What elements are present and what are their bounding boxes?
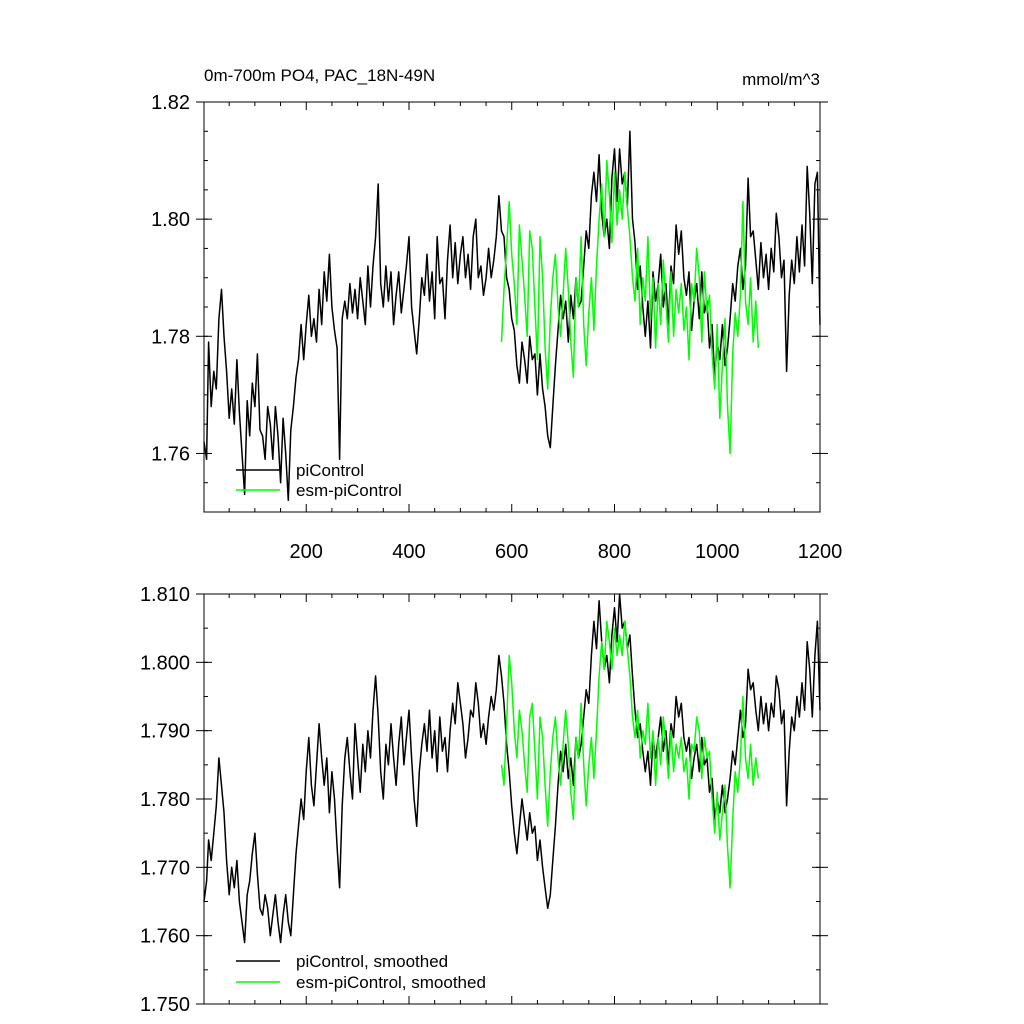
legend-label: piControl, smoothed — [296, 952, 448, 971]
y-tick-label: 1.810 — [140, 584, 190, 606]
y-tick-label: 1.82 — [151, 92, 190, 114]
x-tick-label: 600 — [495, 541, 528, 563]
legend-label: esm-piControl, smoothed — [296, 973, 486, 992]
x-tick-label: 400 — [392, 541, 425, 563]
series-line-picontrol — [203, 593, 821, 944]
y-tick-label: 1.80 — [151, 209, 190, 231]
figure-title: 0m-700m PO4, PAC_18N-49N — [204, 66, 435, 85]
x-tick-label: 200 — [290, 541, 323, 563]
series-line-esm-picontrol — [500, 159, 760, 455]
x-tick-label: 1000 — [695, 541, 740, 563]
series-line-picontrol — [203, 130, 821, 502]
legend-label: esm-piControl — [296, 481, 402, 500]
bottom-panel: 1.750 1.760 1.770 1.780 1.790 1.800 1.810 piCon… — [140, 584, 828, 1016]
y-tick-label: 1.780 — [140, 789, 190, 811]
legend-label: piControl — [296, 461, 364, 480]
y-tick-label: 1.800 — [140, 652, 190, 674]
plot-frame — [203, 101, 821, 513]
y-tick-label: 1.76 — [151, 443, 190, 465]
figure-units: mmol/m^3 — [742, 70, 820, 89]
series-line-esm-picontrol — [500, 620, 760, 889]
top-panel: 200 400 600 800 1000 1200 1.76 1.78 1.80 1.82 piCo… — [151, 92, 842, 563]
x-tick-label: 800 — [598, 541, 631, 563]
y-tick-label: 1.760 — [140, 926, 190, 948]
x-tick-label: 1200 — [798, 541, 843, 563]
y-tick-label: 1.790 — [140, 721, 190, 743]
y-tick-label: 1.770 — [140, 857, 190, 879]
y-tick-label: 1.750 — [140, 994, 190, 1016]
y-tick-label: 1.78 — [151, 326, 190, 348]
